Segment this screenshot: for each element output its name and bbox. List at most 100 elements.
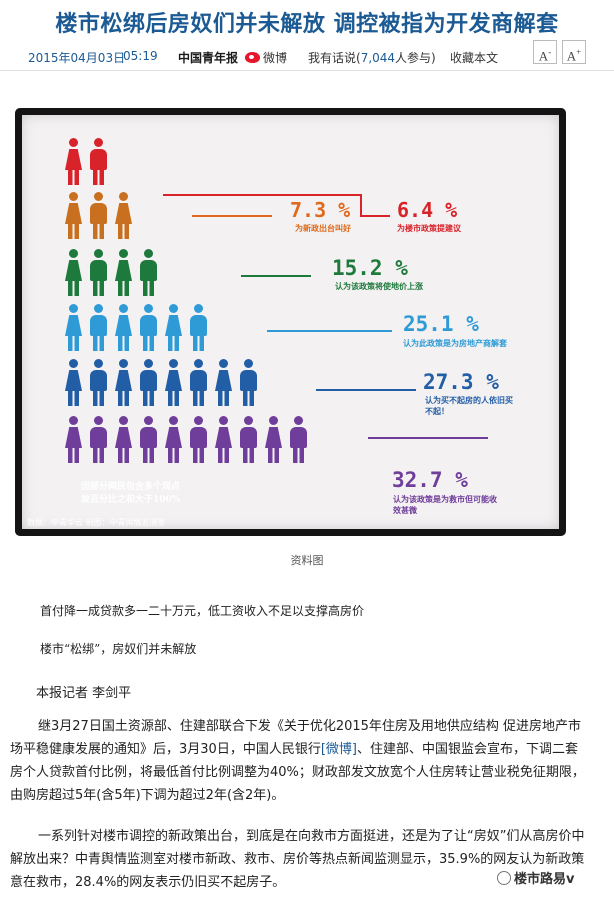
infographic-credits: 数据：中青华云 制图：中青舆情监测室: [27, 518, 166, 527]
person-body: [140, 260, 157, 281]
person-body: [190, 370, 207, 391]
comment-prefix: 我有话说(: [308, 51, 361, 65]
person-head: [169, 416, 178, 425]
comment-suffix: 人参与): [395, 51, 436, 65]
comment-count: 7,044: [360, 51, 396, 65]
person-legs: [68, 280, 79, 296]
source-link[interactable]: 中国青年报: [178, 51, 239, 65]
person-legs: [118, 390, 129, 406]
person-body: [65, 370, 82, 391]
infographic-image: 7.3 % 为新政出台叫好 6.4 % 为楼市政策提建议 15.2 % 认为该政…: [15, 108, 566, 536]
person-body: [115, 427, 132, 448]
person-figure: [239, 416, 258, 464]
person-body: [90, 427, 107, 448]
paragraph-text: 、住建部、中国银监会宣布，下调二套房个人贷款首付比例，将最低首付比例调整为40%…: [10, 742, 585, 803]
person-figure: [89, 138, 108, 186]
person-head: [94, 304, 103, 313]
person-head: [219, 416, 228, 425]
font-larger-button[interactable]: A+: [562, 40, 586, 64]
person-legs: [143, 447, 154, 463]
person-body: [215, 427, 232, 448]
favorite-link[interactable]: 收藏本文: [450, 51, 499, 65]
weibo-label: 微博: [263, 51, 288, 65]
person-head: [194, 359, 203, 368]
reporter-line: 本报记者 李剑平: [36, 686, 132, 701]
connector-line: [267, 330, 392, 332]
person-legs: [143, 335, 154, 351]
person-body: [115, 260, 132, 281]
person-head: [119, 359, 128, 368]
person-figure: [164, 304, 183, 352]
person-legs: [268, 447, 279, 463]
person-figure: [89, 304, 108, 352]
person-body: [90, 260, 107, 281]
person-legs: [143, 390, 154, 406]
person-body: [140, 427, 157, 448]
person-head: [144, 416, 153, 425]
person-head: [219, 359, 228, 368]
person-body: [90, 315, 107, 336]
weibo-link[interactable]: [微博]: [320, 742, 357, 757]
person-head: [94, 359, 103, 368]
person-head: [69, 416, 78, 425]
infographic-note: 因部分网民包含多个观点 故百分比之和大于100%: [81, 481, 180, 507]
person-figure: [189, 416, 208, 464]
weibo-icon: [245, 52, 260, 63]
person-legs: [118, 223, 129, 239]
person-legs: [193, 335, 204, 351]
person-legs: [68, 390, 79, 406]
person-head: [69, 304, 78, 313]
person-figure: [239, 359, 258, 407]
person-head: [169, 359, 178, 368]
person-body: [165, 427, 182, 448]
person-legs: [93, 223, 104, 239]
wechat-icon: [497, 871, 511, 885]
person-figure: [64, 304, 83, 352]
person-body: [190, 427, 207, 448]
person-head: [69, 359, 78, 368]
caption-label: 认为买不起房的人依旧买不起！: [425, 396, 513, 416]
person-figure: [139, 359, 158, 407]
person-legs: [93, 447, 104, 463]
connector-line: [360, 194, 362, 216]
person-body: [115, 370, 132, 391]
note-line: 因部分网民包含多个观点: [81, 482, 181, 492]
person-legs: [118, 280, 129, 296]
person-figure: [114, 359, 133, 407]
person-head: [169, 304, 178, 313]
font-smaller-button[interactable]: A-: [533, 40, 557, 64]
paragraph-text: 继3月27日国土资源部、住建部联合下发《关于优化2015年住房及用地供应结构 促…: [10, 719, 582, 757]
article-title: 楼市松绑后房奴们并未解放 调控被指为开发商解套: [55, 12, 559, 37]
person-figure: [189, 359, 208, 407]
comment-link[interactable]: 我有话说(7,044人参与): [308, 49, 436, 66]
person-head: [119, 416, 128, 425]
percent-label: 25.1 %: [403, 312, 479, 336]
person-figure: [64, 416, 83, 464]
person-body: [65, 260, 82, 281]
person-legs: [193, 390, 204, 406]
person-body: [115, 203, 132, 224]
person-figure: [64, 249, 83, 297]
person-body: [165, 315, 182, 336]
person-head: [69, 249, 78, 258]
watermark: 楼市路易v: [497, 868, 574, 887]
person-head: [94, 249, 103, 258]
weibo-share[interactable]: 微博: [245, 49, 287, 66]
person-legs: [93, 169, 104, 185]
watermark-text: 楼市路易v: [514, 872, 575, 887]
person-figure: [139, 304, 158, 352]
person-figure: [114, 249, 133, 297]
person-figure: [164, 416, 183, 464]
person-figure: [289, 416, 308, 464]
person-body: [65, 315, 82, 336]
font-larger-glyph: A: [566, 48, 577, 64]
percent-label: 15.2 %: [332, 256, 408, 280]
person-figure: [89, 359, 108, 407]
publish-date: 2015年04月03日: [28, 51, 126, 65]
person-figure: [89, 192, 108, 240]
person-figure: [164, 359, 183, 407]
connector-line: [360, 215, 390, 217]
person-figure: [64, 138, 83, 186]
person-body: [190, 315, 207, 336]
person-head: [94, 192, 103, 201]
